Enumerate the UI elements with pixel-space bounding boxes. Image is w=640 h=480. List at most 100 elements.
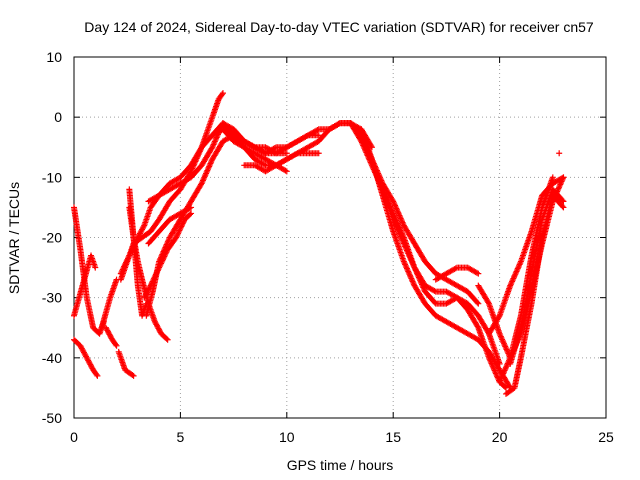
data-point (475, 300, 482, 307)
y-tick-label: -40 (42, 350, 62, 366)
data-point (163, 249, 170, 256)
data-point (119, 267, 126, 274)
data-point (146, 283, 153, 290)
data-point (474, 299, 481, 306)
data-point (147, 282, 154, 289)
data-point (560, 204, 567, 211)
data-point (271, 145, 278, 152)
data-point (282, 167, 289, 174)
data-point (128, 248, 135, 255)
data-point (126, 251, 133, 258)
data-point (314, 126, 321, 133)
data-point (133, 237, 140, 244)
data-point (431, 287, 438, 294)
data-point (130, 244, 137, 251)
data-point (156, 263, 163, 270)
y-tick-label: -20 (42, 230, 62, 246)
data-point (132, 238, 139, 245)
data-point (335, 120, 342, 127)
data-point (315, 150, 322, 157)
data-point (473, 269, 480, 276)
data-point (283, 168, 290, 175)
data-point (121, 262, 128, 269)
data-point (475, 270, 482, 277)
data-point (176, 227, 183, 234)
data-point (208, 145, 215, 152)
x-tick-label: 25 (598, 429, 614, 445)
x-tick-label: 5 (177, 429, 185, 445)
data-point (155, 265, 162, 272)
data-point (140, 223, 147, 230)
data-point (154, 267, 161, 274)
data-point (152, 272, 159, 279)
data-point (125, 253, 132, 260)
data-point (129, 372, 136, 379)
data-point (126, 252, 133, 259)
data-point (179, 220, 186, 227)
data-point (121, 263, 128, 270)
data-point (123, 258, 130, 265)
data-point (150, 277, 157, 284)
data-point (495, 314, 502, 321)
data-point (485, 299, 492, 306)
data-point (156, 264, 163, 271)
data-point (556, 150, 563, 157)
data-point (293, 151, 300, 158)
y-tick-label: 10 (46, 49, 62, 65)
data-point (177, 226, 184, 233)
data-point (149, 278, 156, 285)
data-point (131, 241, 138, 248)
data-point (163, 335, 170, 342)
data-point (150, 275, 157, 282)
data-point (112, 341, 119, 348)
data-point (123, 259, 130, 266)
data-point (177, 224, 184, 231)
data-point (153, 270, 160, 277)
data-point (125, 255, 132, 262)
data-point (303, 132, 310, 139)
data-point (92, 264, 99, 271)
data-point (117, 270, 124, 277)
x-axis-label: GPS time / hours (287, 457, 394, 473)
data-point (160, 254, 167, 261)
data-point (559, 197, 566, 204)
data-points (71, 90, 567, 397)
data-point (501, 383, 508, 390)
data-point (188, 204, 195, 211)
data-point (474, 323, 481, 330)
data-point (162, 250, 169, 257)
data-point (113, 342, 120, 349)
data-point (148, 279, 155, 286)
data-point (124, 256, 131, 263)
data-point (502, 384, 509, 391)
data-point (130, 242, 137, 249)
data-point (175, 228, 182, 235)
y-axis-label: SDTVAR / TECUs (6, 182, 22, 294)
data-point (188, 210, 195, 217)
data-point (178, 223, 185, 230)
data-point (175, 230, 182, 237)
data-point (119, 266, 126, 273)
data-point (560, 198, 567, 205)
data-point (128, 246, 135, 253)
data-point (219, 91, 226, 98)
axis-ticks: 0 5 10 15 20 25 -50 -40 -30 -20 -10 0 10 (42, 49, 614, 445)
data-point (174, 231, 181, 238)
data-point (122, 260, 129, 267)
chart-title: Day 124 of 2024, Sidereal Day-to-day VTE… (84, 19, 594, 35)
data-point (173, 233, 180, 240)
data-point (283, 150, 290, 157)
data-point (154, 268, 161, 275)
data-point (152, 271, 159, 278)
data-point (186, 211, 193, 218)
data-point (158, 259, 165, 266)
data-point (549, 174, 556, 181)
data-point (129, 245, 136, 252)
x-tick-label: 20 (492, 429, 508, 445)
data-point (559, 203, 566, 210)
data-point (160, 256, 167, 263)
data-point (127, 249, 134, 256)
data-point (132, 240, 139, 247)
data-point (93, 371, 100, 378)
